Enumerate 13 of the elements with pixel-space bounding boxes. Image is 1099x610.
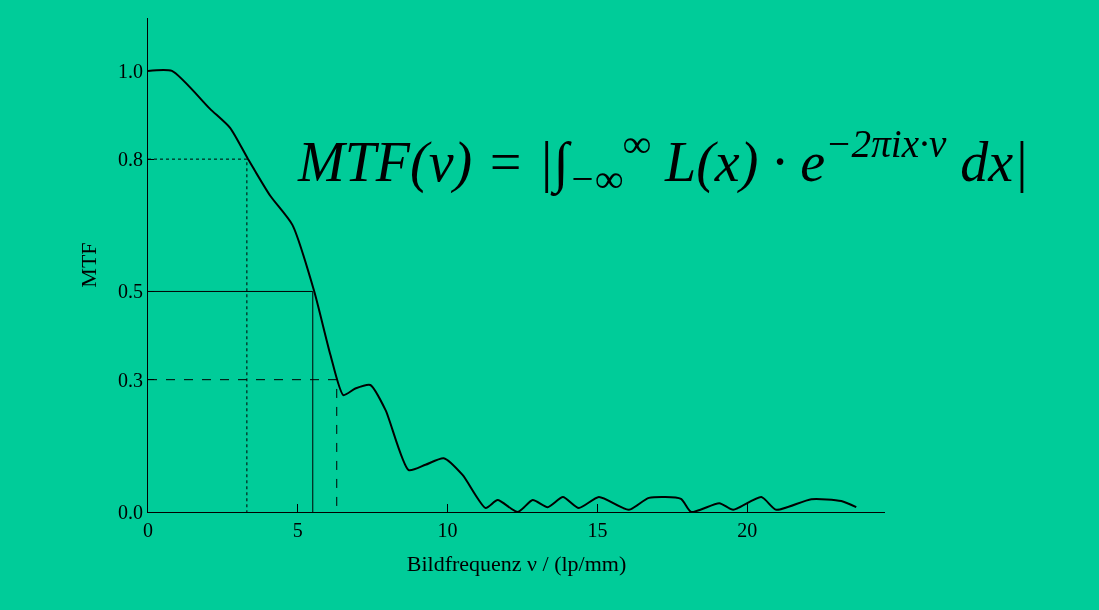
x-tick-label: 20 bbox=[737, 519, 758, 541]
y-tick-label: 0.0 bbox=[118, 501, 143, 523]
x-tick-label: 15 bbox=[587, 519, 608, 541]
y-tick-label: 0.8 bbox=[118, 148, 143, 171]
x-tick-label: 5 bbox=[292, 519, 303, 541]
y-tick-label: 0.3 bbox=[118, 368, 143, 391]
x-tick-label: 10 bbox=[437, 519, 458, 541]
x-tick-label: 0 bbox=[143, 519, 153, 541]
y-axis-title: MTF bbox=[75, 242, 101, 288]
x-axis-title: Bildfrequenz ν / (lp/mm) bbox=[406, 550, 627, 576]
annotation: MTF(ν) = |∫$_{−∞}$$^{∞}$ L(x) · e$^{−2πix·ν}$ dx| bbox=[297, 122, 1029, 201]
y-tick-label: 1.0 bbox=[118, 59, 143, 82]
y-tick-label: 0.5 bbox=[118, 280, 143, 303]
